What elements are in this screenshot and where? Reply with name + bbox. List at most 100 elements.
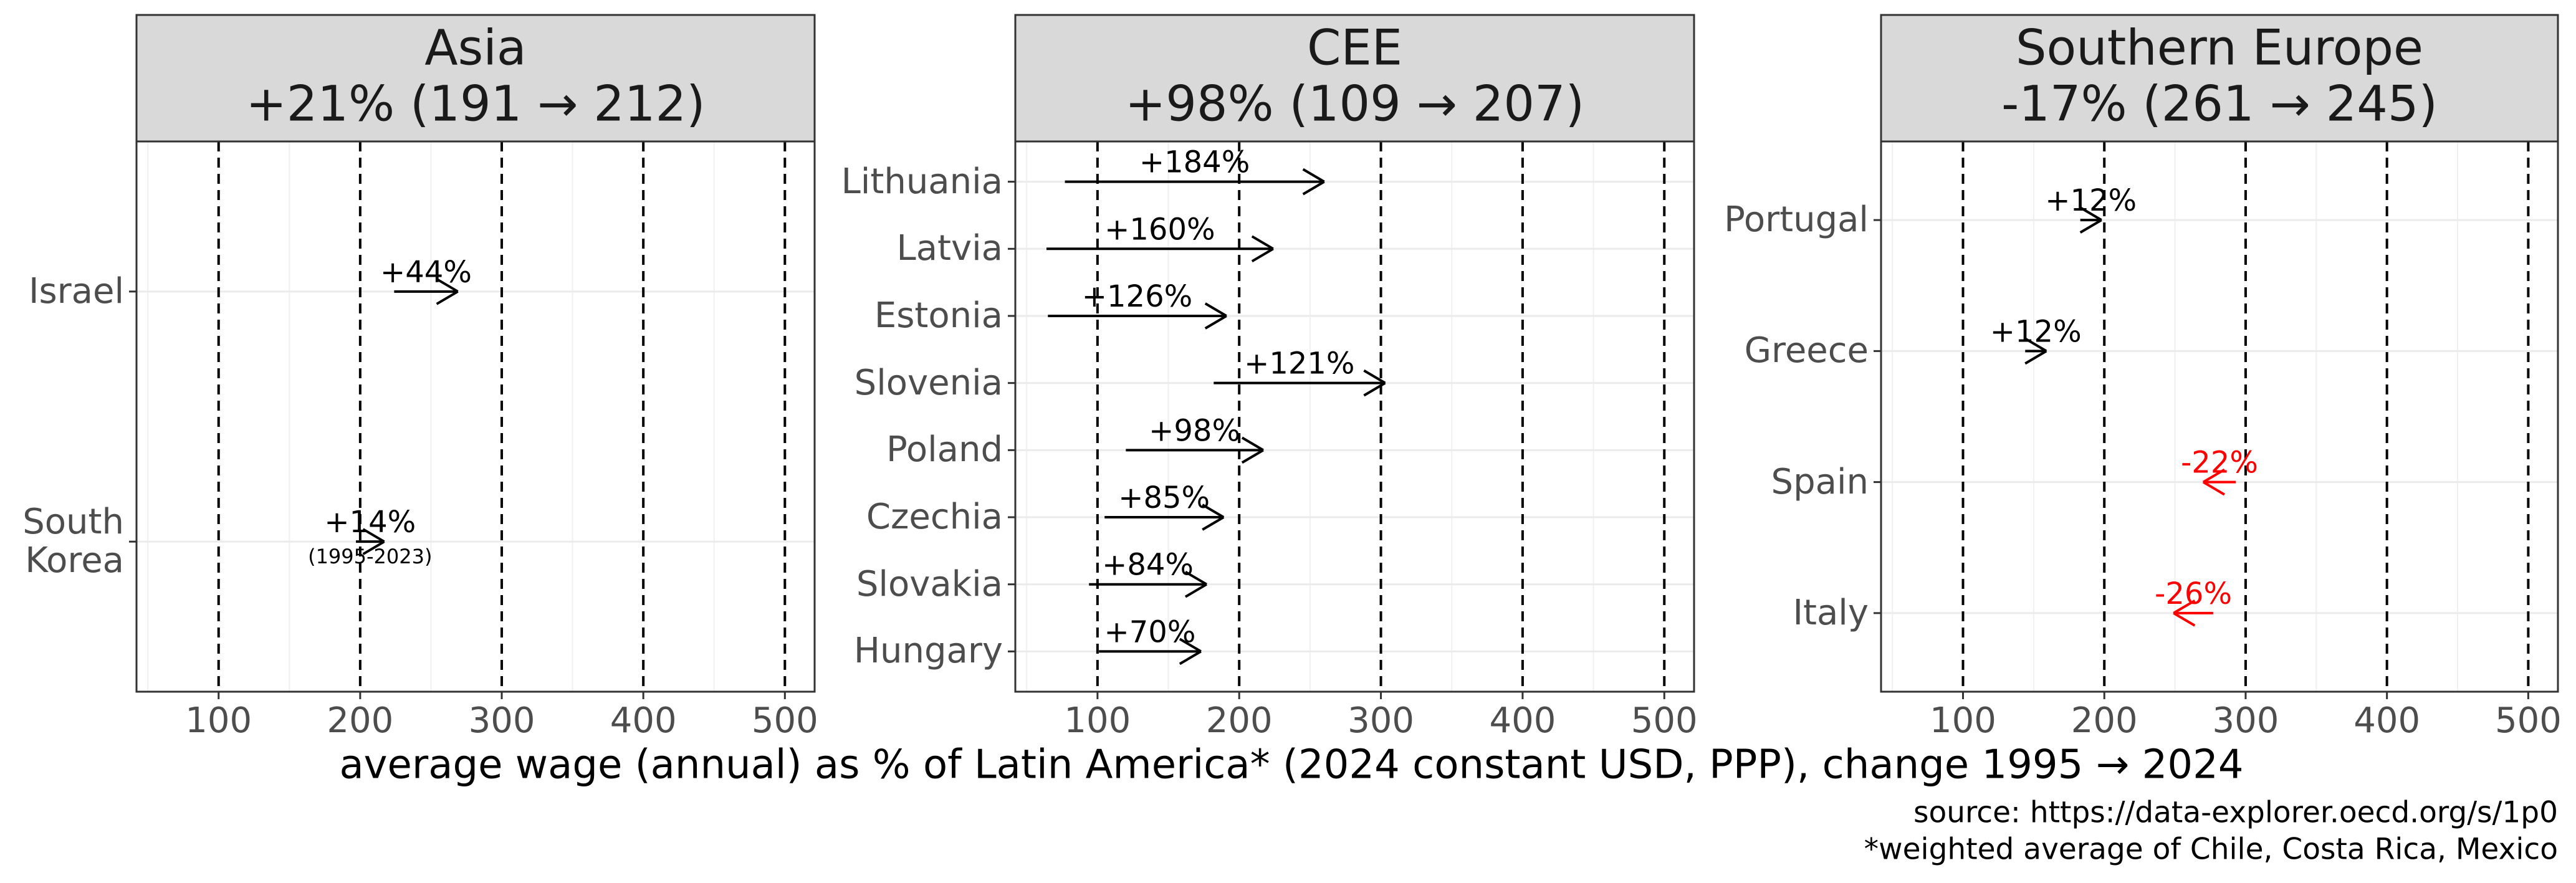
x-tick-label: 400: [2353, 700, 2420, 741]
footnote: *weighted average of Chile, Costa Rica, …: [1864, 833, 2558, 867]
strip: [1880, 14, 2559, 143]
value-label: +121%: [1244, 346, 1354, 381]
arrow: [1099, 637, 1202, 666]
x-axis-label: average wage (annual) as % of Latin Amer…: [339, 742, 2243, 788]
y-tick-label: Czechia: [866, 497, 1003, 538]
value-label: +85%: [1118, 480, 1210, 515]
y-tick-label: Greece: [1744, 330, 1869, 371]
arrow-part: [1302, 180, 1325, 196]
arrow-part: [362, 528, 385, 543]
arrow: [2024, 337, 2047, 365]
arrow-part: [1179, 637, 1202, 653]
arrow-part: [436, 278, 459, 293]
arrow-part: [2079, 219, 2102, 234]
value-label: -26%: [2155, 576, 2232, 611]
arrow-part: [2024, 350, 2047, 365]
arrow-part: [2202, 480, 2225, 496]
x-tick-label: 200: [1206, 700, 1273, 741]
arrow-part: [1241, 436, 1264, 452]
arrow: [1104, 504, 1225, 531]
panel-subtitle: +21% (191 → 212): [246, 76, 705, 132]
panel-background: [1015, 141, 1694, 692]
arrow: [1046, 235, 1274, 263]
arrow-part: [1363, 369, 1386, 384]
arrow-part: [1363, 381, 1386, 397]
y-tick-label: Slovenia: [854, 362, 1003, 403]
value-label: +84%: [1102, 548, 1194, 583]
x-tick-label: 500: [752, 700, 818, 741]
panel-background: [1881, 141, 2558, 692]
value-label: +14%: [324, 505, 416, 540]
y-tick-label: Latvia: [896, 228, 1003, 269]
y-tick-label: Slovakia: [856, 563, 1003, 604]
arrow: [1126, 436, 1264, 464]
arrow: [2173, 599, 2213, 627]
annotation: (1995-2023): [308, 545, 432, 568]
arrow-part: [2024, 337, 2047, 353]
arrow-part: [1179, 650, 1202, 666]
arrow-part: [2173, 612, 2196, 627]
y-tick-label: Hungary: [853, 631, 1003, 672]
value-label: +44%: [380, 255, 472, 290]
value-label: +98%: [1149, 413, 1240, 448]
x-tick-label: 200: [327, 700, 393, 741]
arrow-part: [2202, 468, 2225, 484]
x-tick-label: 100: [1064, 700, 1131, 741]
arrow: [356, 528, 385, 555]
value-label: +184%: [1139, 145, 1250, 180]
x-tick-label: 100: [185, 700, 252, 741]
arrow: [1048, 302, 1227, 330]
y-tick-label: Italy: [1793, 592, 1869, 633]
x-tick-label: 400: [610, 700, 677, 741]
y-tick-label: Poland: [886, 429, 1003, 470]
arrow: [394, 278, 459, 305]
y-tick-label: Spain: [1771, 461, 1869, 502]
x-tick-label: 400: [1489, 700, 1556, 741]
arrow-part: [436, 290, 459, 305]
panel-background: [136, 141, 815, 692]
arrow: [1065, 168, 1325, 196]
arrow: [1214, 369, 1386, 397]
x-tick-label: 200: [2071, 700, 2138, 741]
arrow-part: [1204, 315, 1227, 330]
x-tick-label: 300: [469, 700, 535, 741]
arrow-part: [2079, 206, 2102, 221]
y-tick-label: Estonia: [874, 295, 1003, 336]
value-label: +12%: [2045, 183, 2137, 218]
x-tick-label: 300: [1348, 700, 1414, 741]
y-tick-label: Israel: [28, 270, 124, 312]
value-label: -22%: [2181, 446, 2258, 480]
arrow-part: [1202, 504, 1225, 518]
arrow: [2079, 206, 2102, 234]
x-tick-label: 100: [1930, 700, 1996, 741]
x-tick-label: 500: [1631, 700, 1698, 741]
panel-title: CEE: [1307, 20, 1402, 76]
strip: [135, 14, 816, 143]
arrow-part: [1184, 570, 1207, 586]
arrow-part: [362, 540, 385, 555]
arrow-part: [1302, 168, 1325, 183]
value-label: +126%: [1082, 279, 1192, 314]
value-label: +160%: [1104, 212, 1215, 247]
arrow-part: [2173, 599, 2196, 614]
arrow-part: [1184, 583, 1207, 598]
arrow-part: [1204, 302, 1227, 317]
x-tick-label: 500: [2495, 700, 2562, 741]
value-label: +12%: [1990, 314, 2082, 349]
x-tick-label: 300: [2212, 700, 2279, 741]
arrow-part: [1241, 449, 1264, 464]
arrow: [1089, 570, 1207, 598]
arrow-part: [1251, 235, 1274, 251]
strip: [1014, 14, 1695, 143]
arrow-part: [1202, 516, 1225, 531]
y-tick-label: South Korea: [22, 502, 124, 581]
panel-title: Asia: [424, 20, 526, 76]
arrow-part: [1251, 247, 1274, 263]
y-tick-label: Lithuania: [841, 161, 1003, 202]
source-note: source: https://data-explorer.oecd.org/s…: [1913, 796, 2558, 830]
arrow: [2202, 468, 2236, 496]
panel-title: Southern Europe: [2016, 20, 2423, 76]
panel-subtitle: -17% (261 → 245): [2001, 76, 2438, 132]
